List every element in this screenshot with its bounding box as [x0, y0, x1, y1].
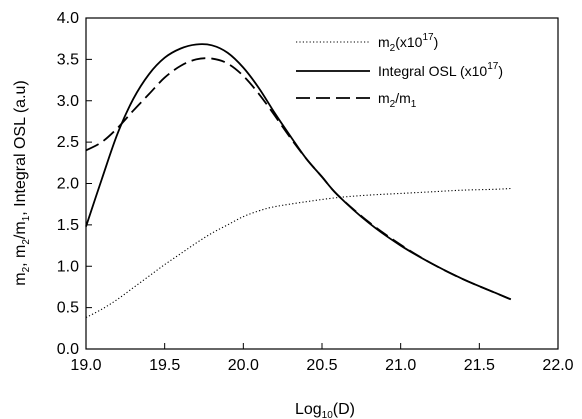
y-tick-label: 2.5 — [57, 134, 79, 151]
y-tick-label: 3.0 — [57, 93, 79, 110]
series-m2-over-m1-line — [85, 57, 512, 301]
series-m2-legend-label: m2(x1017) — [378, 32, 438, 54]
x-tick-label: 22.0 — [542, 357, 573, 374]
y-axis-title-p2: , m — [12, 245, 29, 267]
y-axis-title-p1: m — [12, 272, 29, 285]
x-tick-label: 21.5 — [464, 357, 495, 374]
x-tick-label: 20.0 — [228, 357, 259, 374]
series-layer — [85, 43, 512, 319]
x-tick-label: 20.5 — [306, 357, 337, 374]
y-axis-title-p3: /m — [12, 221, 29, 239]
series-integral-osl-legend-label: Integral OSL (x1017) — [378, 61, 503, 79]
y-axis: 0.0 0.5 1.0 1.5 2.0 2.5 3.0 3.5 4.0 — [57, 10, 92, 358]
series-m2-over-m1-legend-label: m2/m1 — [378, 90, 417, 110]
y-axis-title-p4: , Integral OSL (a.u) — [12, 80, 29, 215]
x-axis: 19.0 19.5 20.0 20.5 21.0 21.5 22.0 — [70, 343, 574, 374]
x-tick-label: 19.5 — [149, 357, 180, 374]
x-tick-label: 19.0 — [70, 357, 101, 374]
x-axis-title-pre: Log — [295, 401, 322, 418]
x-axis-title: Log10(D) — [295, 401, 355, 419]
y-axis-title-s2: 2 — [21, 239, 32, 245]
y-tick-label: 0.5 — [57, 300, 79, 317]
y-tick-label: 0.0 — [57, 341, 79, 358]
y-tick-label: 3.5 — [57, 51, 79, 68]
series-integral-osl-line — [85, 43, 512, 301]
y-tick-label: 4.0 — [57, 10, 79, 27]
y-tick-label: 1.0 — [57, 258, 79, 275]
y-axis-title-s3: 1 — [21, 215, 32, 221]
x-axis-title-sub: 10 — [322, 410, 334, 419]
y-tick-label: 1.5 — [57, 217, 79, 234]
y-axis-title: m2, m2/m1, Integral OSL (a.u) — [12, 80, 32, 285]
legend: m2(x1017) Integral OSL (x1017) m2/m1 — [296, 32, 503, 110]
y-axis-title-s1: 2 — [21, 266, 32, 272]
x-tick-label: 21.0 — [385, 357, 416, 374]
x-axis-title-post: (D) — [333, 401, 355, 418]
series-m2-line — [85, 187, 511, 319]
y-tick-label: 2.0 — [57, 176, 79, 193]
